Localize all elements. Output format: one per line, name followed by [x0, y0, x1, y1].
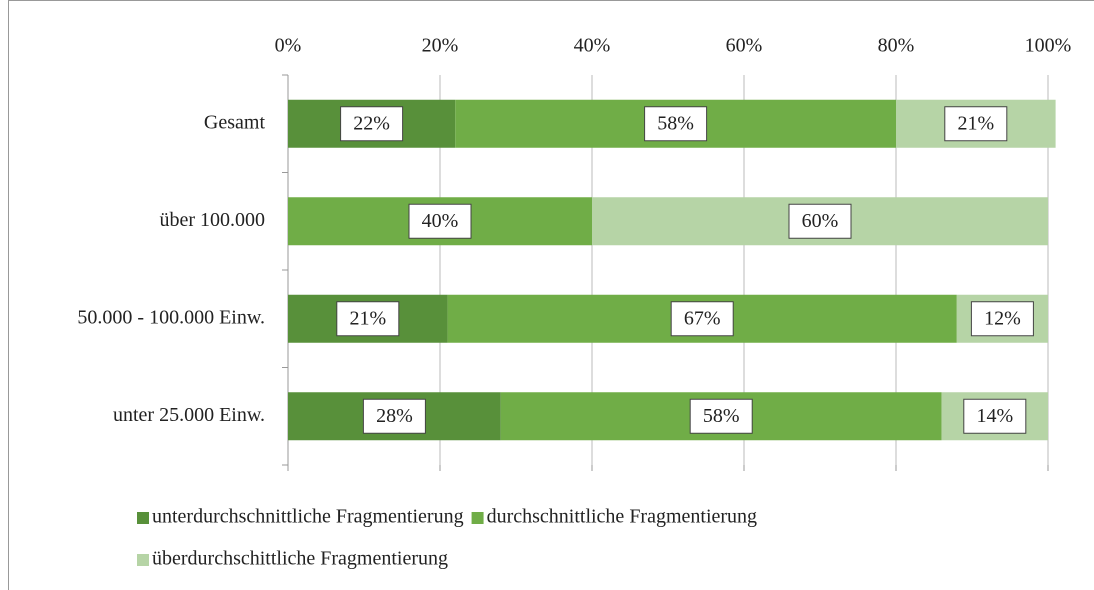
- data-label: 40%: [422, 210, 459, 232]
- data-label-box: [336, 301, 400, 337]
- data-label: 60%: [802, 210, 839, 232]
- data-label-box: [340, 106, 404, 142]
- data-label: 14%: [976, 405, 1013, 427]
- data-label: 28%: [376, 405, 413, 427]
- data-label-box: [644, 106, 708, 142]
- x-tick-label: 0%: [275, 35, 302, 57]
- legend-label: durchschnittliche Fragmentierung: [487, 506, 757, 528]
- data-label: 21%: [349, 307, 386, 329]
- x-tick-label: 20%: [422, 35, 459, 57]
- legend-swatch: [137, 554, 149, 566]
- data-label-box: [970, 301, 1034, 337]
- data-label: 21%: [957, 112, 994, 134]
- y-tick-label: über 100.000: [159, 209, 265, 231]
- data-label-box: [362, 398, 426, 434]
- data-label: 22%: [353, 112, 390, 134]
- data-label-box: [788, 203, 852, 239]
- data-label: 67%: [684, 307, 721, 329]
- data-label-box: [944, 106, 1008, 142]
- data-label: 58%: [657, 112, 694, 134]
- legend-swatch: [471, 512, 484, 524]
- data-label-box: [408, 203, 472, 239]
- y-tick-label: unter 25.000 Einw.: [113, 404, 265, 426]
- y-tick-label: Gesamt: [204, 111, 266, 133]
- x-tick-label: 60%: [726, 35, 763, 57]
- data-label: 12%: [984, 307, 1021, 329]
- legend-label: unterdurchschnittliche Fragmentierung: [152, 506, 464, 528]
- legend-swatch: [137, 512, 149, 524]
- legend-label: überdurchschittliche Fragmentierung: [152, 548, 448, 570]
- data-label-box: [963, 398, 1027, 434]
- data-label-box: [670, 301, 734, 337]
- data-label-box: [689, 398, 753, 434]
- y-tick-label: 50.000 - 100.000 Einw.: [77, 306, 265, 328]
- x-tick-label: 80%: [878, 35, 915, 57]
- x-tick-label: 40%: [574, 35, 611, 57]
- data-label: 58%: [703, 405, 740, 427]
- x-tick-label: 100%: [1025, 35, 1072, 57]
